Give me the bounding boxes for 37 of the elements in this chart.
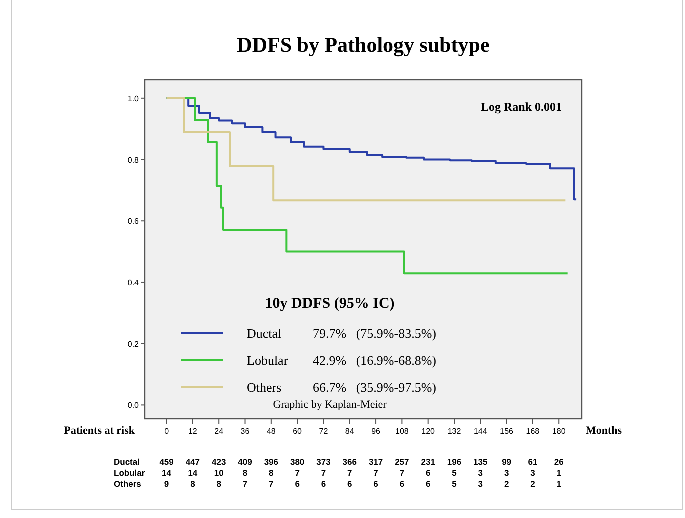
x-tick-label: 12	[188, 427, 198, 436]
text: Lobular 14 14 10 8 8 7 7 7 7 7 6 5 3 3 3 1	[114, 468, 562, 478]
x-tick-label: 0	[164, 427, 170, 436]
annotation: Log Rank 0.001	[480, 100, 562, 114]
y-tick-label: 0.6	[128, 217, 140, 226]
legend-label: Lobular	[247, 353, 289, 368]
annotation: 42.9% (16.9%-68.8%)	[313, 353, 436, 368]
x-tick-label: 120	[422, 427, 436, 436]
legend-label: Ductal	[247, 326, 282, 341]
x-tick-label: 96	[372, 427, 382, 436]
legend-title: 10y DDFS (95% IC)	[265, 296, 395, 312]
annotation: Graphic by Kaplan-Meier	[273, 399, 388, 411]
x-tick-label: 156	[500, 427, 514, 436]
x-tick-label: 180	[552, 427, 566, 436]
legend-label: Others	[247, 380, 282, 395]
x-tick-label: 24	[214, 427, 224, 436]
y-tick-label: 0.4	[128, 278, 140, 288]
x-tick-label: 84	[345, 427, 355, 436]
x-tick-label: 168	[526, 427, 540, 436]
y-tick-label: 0.8	[128, 156, 140, 165]
text: Patients at risk	[64, 425, 136, 437]
x-tick-label: 36	[240, 427, 250, 436]
text: Others 9 8 8 7 7 6 6 6 6 6 6 5 3 2 2 1	[114, 479, 562, 489]
annotation: 66.7% (35.9%-97.5%)	[313, 380, 436, 395]
text: Months	[586, 425, 623, 437]
y-tick-label: 0.2	[128, 340, 140, 349]
y-tick-label: 1.0	[128, 94, 140, 104]
x-tick-label: 132	[448, 427, 462, 436]
y-tick-label: 0.0	[128, 401, 140, 410]
x-tick-label: 48	[266, 427, 276, 436]
x-tick-label: 108	[396, 427, 410, 436]
x-tick-label: 72	[319, 427, 329, 436]
x-tick-label: 60	[293, 427, 303, 436]
x-tick-label: 144	[474, 427, 488, 436]
chart-title: DDFS by Pathology subtype	[237, 33, 490, 57]
text: Ductal 459 447 423 409 396 380 373 366 317 257 231 196 135 99 61 26	[114, 457, 564, 467]
annotation: 79.7% (75.9%-83.5%)	[313, 326, 436, 341]
